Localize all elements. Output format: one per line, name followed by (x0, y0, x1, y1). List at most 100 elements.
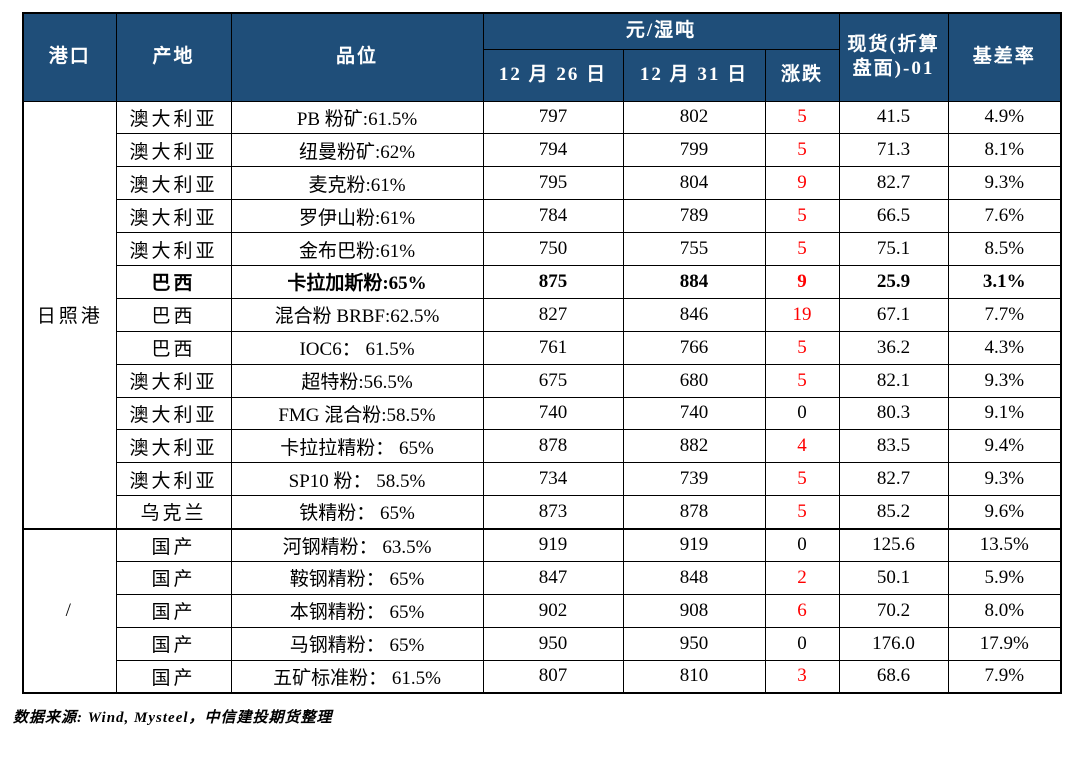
price-1226-cell: 919 (482, 527, 624, 562)
price-1226-cell: 734 (482, 462, 624, 497)
origin-cell: 乌克兰 (115, 495, 232, 530)
origin-cell: 国产 (115, 527, 232, 562)
table-row: 国产 五矿标准粉： 61.5% 807 810 3 68.6 7.9% (23, 659, 1062, 694)
origin-cell: 国产 (115, 560, 232, 595)
change-cell: 9 (764, 264, 840, 299)
price-1226-cell: 797 (482, 100, 624, 135)
table-row: 澳大利亚 卡拉拉精粉： 65% 878 882 4 83.5 9.4% (23, 429, 1062, 464)
origin-cell: 澳大利亚 (115, 199, 232, 234)
spot-cell: 85.2 (838, 495, 949, 530)
grade-cell: 罗伊山粉:61% (230, 199, 484, 234)
header-grade: 品位 (230, 12, 484, 102)
price-1231-cell: 680 (622, 363, 766, 398)
table-row: 日照港 澳大利亚 PB 粉矿:61.5% 797 802 5 41.5 4.9% (22, 100, 1062, 530)
change-cell: 3 (764, 659, 840, 694)
change-cell: 5 (764, 495, 840, 530)
basis-rate-cell: 7.7% (947, 297, 1062, 332)
table-row: 澳大利亚 超特粉:56.5% 675 680 5 82.1 9.3% (23, 363, 1062, 398)
origin-cell: 澳大利亚 (115, 429, 232, 464)
basis-rate-cell: 4.9% (947, 100, 1062, 135)
price-1231-cell: 846 (622, 297, 766, 332)
grade-cell: 金布巴粉:61% (230, 232, 484, 266)
change-cell: 5 (764, 330, 840, 365)
basis-rate-cell: 8.0% (947, 593, 1062, 628)
price-1226-cell: 675 (482, 363, 624, 398)
header-unit-group: 元/湿吨 (482, 12, 840, 50)
origin-cell: 澳大利亚 (115, 166, 232, 201)
header-change: 涨跌 (764, 48, 840, 102)
price-1231-cell: 950 (622, 626, 766, 661)
spot-cell: 82.7 (838, 462, 949, 497)
grade-cell: 鞍钢精粉： 65% (230, 560, 484, 595)
origin-cell: 巴西 (115, 297, 232, 332)
spot-cell: 83.5 (838, 429, 949, 464)
header-date-1226: 12 月 26 日 (482, 48, 624, 102)
price-1231-cell: 799 (622, 133, 766, 168)
origin-cell: 澳大利亚 (115, 363, 232, 398)
basis-rate-cell: 9.3% (947, 363, 1062, 398)
spot-cell: 176.0 (838, 626, 949, 661)
price-1226-cell: 761 (482, 330, 624, 365)
table-row: 国产 本钢精粉： 65% 902 908 6 70.2 8.0% (23, 593, 1062, 628)
grade-cell: 本钢精粉： 65% (230, 593, 484, 628)
table-row: 国产 鞍钢精粉： 65% 847 848 2 50.1 5.9% (23, 560, 1062, 595)
grade-cell: 河钢精粉： 63.5% (230, 527, 484, 562)
basis-rate-cell: 3.1% (947, 264, 1062, 299)
grade-cell: 超特粉:56.5% (230, 363, 484, 398)
price-1226-cell: 950 (482, 626, 624, 661)
origin-cell: 巴西 (115, 264, 232, 299)
table-row: 澳大利亚 纽曼粉矿:62% 794 799 5 71.3 8.1% (23, 133, 1062, 168)
origin-cell: 澳大利亚 (115, 232, 232, 266)
spot-cell: 75.1 (838, 232, 949, 266)
price-1231-cell: 810 (622, 659, 766, 694)
origin-cell: 澳大利亚 (115, 396, 232, 431)
basis-rate-cell: 9.4% (947, 429, 1062, 464)
change-cell: 5 (764, 363, 840, 398)
price-1226-cell: 878 (482, 429, 624, 464)
change-cell: 2 (764, 560, 840, 595)
origin-cell: 国产 (115, 593, 232, 628)
basis-rate-cell: 7.6% (947, 199, 1062, 234)
table-row: / 国产 河钢精粉： 63.5% 919 919 0 125.6 13.5% (22, 527, 1062, 694)
price-1231-cell: 919 (622, 527, 766, 562)
basis-rate-cell: 13.5% (947, 527, 1062, 562)
change-cell: 19 (764, 297, 840, 332)
price-1226-cell: 807 (482, 659, 624, 694)
price-1226-cell: 847 (482, 560, 624, 595)
table-row: 澳大利亚 罗伊山粉:61% 784 789 5 66.5 7.6% (23, 199, 1062, 234)
header-spot: 现货(折算盘面)-01 (838, 12, 949, 102)
iron-ore-price-table: 港口 产地 品位 元/湿吨 现货(折算盘面)-01 基差率 12 月 26 日 … (22, 12, 1062, 695)
spot-cell: 125.6 (838, 527, 949, 562)
spot-cell: 80.3 (838, 396, 949, 431)
basis-rate-cell: 17.9% (947, 626, 1062, 661)
price-1231-cell: 884 (622, 264, 766, 299)
table-row: 乌克兰 铁精粉： 65% 873 878 5 85.2 9.6% (23, 495, 1062, 530)
price-1226-cell: 827 (482, 297, 624, 332)
change-cell: 5 (764, 100, 840, 135)
price-1231-cell: 878 (622, 495, 766, 530)
change-cell: 0 (764, 626, 840, 661)
origin-cell: 澳大利亚 (115, 133, 232, 168)
price-1226-cell: 784 (482, 199, 624, 234)
table-row: 国产 马钢精粉： 65% 950 950 0 176.0 17.9% (23, 626, 1062, 661)
price-1226-cell: 873 (482, 495, 624, 530)
origin-cell: 巴西 (115, 330, 232, 365)
change-cell: 4 (764, 429, 840, 464)
table-row-highlighted: 巴西 卡拉加斯粉:65% 875 884 9 25.9 3.1% (23, 264, 1062, 299)
basis-rate-cell: 9.6% (947, 495, 1062, 530)
change-cell: 0 (764, 396, 840, 431)
basis-rate-cell: 5.9% (947, 560, 1062, 595)
spot-cell: 41.5 (838, 100, 949, 135)
change-cell: 5 (764, 462, 840, 497)
price-1226-cell: 794 (482, 133, 624, 168)
origin-cell: 国产 (115, 626, 232, 661)
grade-cell: 五矿标准粉： 61.5% (230, 659, 484, 694)
change-cell: 5 (764, 133, 840, 168)
spot-cell: 82.7 (838, 166, 949, 201)
price-1231-cell: 755 (622, 232, 766, 266)
basis-rate-cell: 8.1% (947, 133, 1062, 168)
price-1226-cell: 795 (482, 166, 624, 201)
price-1231-cell: 739 (622, 462, 766, 497)
origin-cell: 澳大利亚 (115, 462, 232, 497)
spot-cell: 67.1 (838, 297, 949, 332)
